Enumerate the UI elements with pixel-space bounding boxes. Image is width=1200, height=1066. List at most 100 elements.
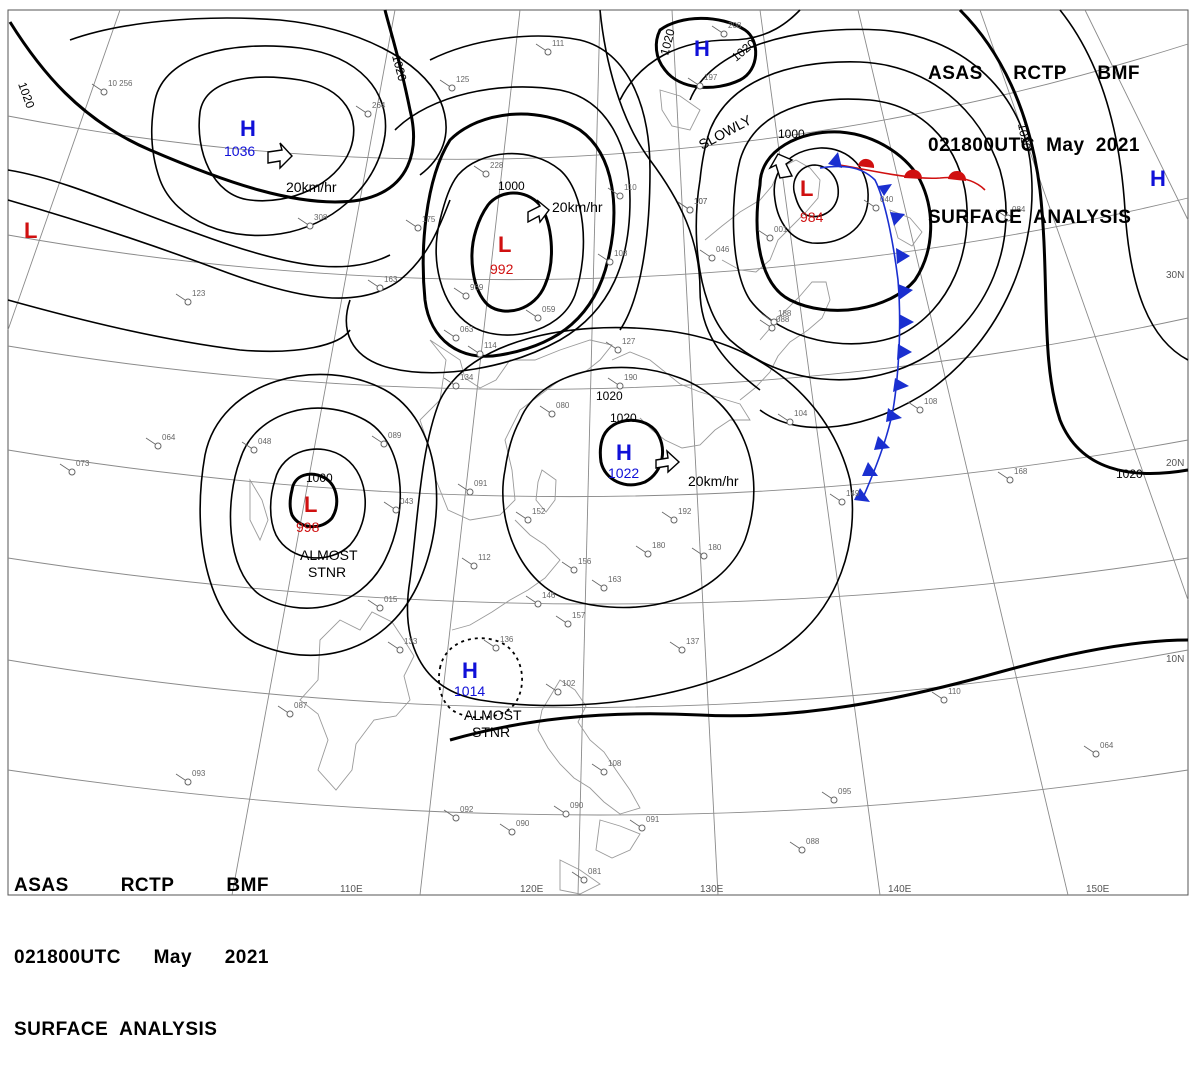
isobars: [7, 8, 1189, 742]
high-center: H: [1150, 166, 1166, 191]
station-circle: [286, 710, 294, 718]
longitude-label: 130E: [700, 884, 724, 895]
station-circle: [1092, 750, 1100, 758]
station-value: 091: [646, 815, 660, 824]
station-value: 136: [500, 635, 514, 644]
svg-text:L: L: [498, 232, 511, 257]
station-circle: [708, 254, 716, 262]
header-month: May: [1046, 135, 1085, 156]
fronts: [819, 152, 986, 502]
station-plot: 095: [821, 787, 852, 804]
station-value: 175: [422, 215, 436, 224]
station-circle: [1004, 214, 1012, 222]
svg-text:1036: 1036: [224, 143, 255, 159]
station-circle: [376, 284, 384, 292]
svg-text:992: 992: [490, 261, 514, 277]
warm-front-semicircle: [948, 170, 967, 181]
station-circle: [686, 206, 694, 214]
station-circle: [466, 488, 474, 496]
isobar-label: 1020: [657, 27, 678, 57]
station-plot: 107: [677, 197, 708, 214]
isobar: [69, 17, 447, 176]
station-value: 264: [372, 101, 386, 110]
station-value: 190: [624, 373, 638, 382]
station-circle: [600, 584, 608, 592]
isobar: [958, 8, 1189, 475]
station-circle: [184, 778, 192, 786]
svg-text:H: H: [462, 658, 478, 683]
isobar: [449, 638, 1189, 742]
station-plot: 208: [711, 21, 742, 38]
station-circle: [452, 334, 460, 342]
longitude-label: 150E: [1086, 884, 1110, 895]
longitude-label: 110E: [340, 884, 363, 895]
low-center: L: [24, 218, 37, 243]
station-circle: [452, 814, 460, 822]
station-plot: 125: [439, 75, 470, 92]
station-circle: [638, 824, 646, 832]
station-circle: [770, 318, 778, 326]
header-code: BMF: [1097, 63, 1140, 84]
station-plot: 133: [387, 637, 418, 654]
station-value: 001: [774, 225, 788, 234]
isobar-label: 1020: [389, 53, 410, 83]
station-circle: [720, 30, 728, 38]
chart-header-top: ASAS RCTP BMF 021800UTC May 2021 SURFACE…: [928, 14, 1140, 254]
station-circle: [562, 810, 570, 818]
isobar: [598, 418, 664, 487]
svg-text:H: H: [694, 36, 710, 61]
station-plot: 090: [553, 801, 584, 818]
station-circle: [364, 110, 372, 118]
graticule: [7, 9, 1189, 896]
header-time: 021800UTC: [14, 947, 121, 968]
isobar: [345, 86, 631, 374]
station-plot: 123: [175, 289, 206, 306]
station-circle: [534, 314, 542, 322]
svg-text:984: 984: [800, 209, 824, 225]
station-plot: 046: [699, 245, 730, 262]
station-plot: 040: [863, 195, 894, 212]
station-value: 127: [622, 337, 636, 346]
station-plot: 088: [759, 315, 790, 332]
chart-header-bottom: ASAS RCTP BMF 021800UTC May 2021 SURFACE…: [14, 826, 269, 1066]
map-frame: [7, 9, 1189, 896]
low-center: L 984: [800, 176, 824, 225]
station-circle: [838, 498, 846, 506]
longitude-label: 140E: [888, 884, 912, 895]
warm-front: [839, 164, 986, 191]
station-plot: 156: [561, 557, 592, 574]
header-month: May: [153, 947, 193, 968]
station-value: 108: [608, 759, 622, 768]
station-circle: [448, 84, 456, 92]
station-plot: 089: [371, 431, 402, 448]
header-agency: ASAS: [14, 875, 69, 896]
station-plot: 108: [597, 249, 628, 266]
station-plot: 081: [571, 867, 602, 884]
station-value: 107: [694, 197, 708, 206]
station-plot: 180: [691, 543, 722, 560]
station-value: 090: [516, 819, 530, 828]
isobar: [654, 16, 758, 89]
isobar-label: 1000: [498, 179, 525, 193]
station-plot: 110: [607, 183, 637, 200]
header-line-2: 021800UTC May 2021: [928, 134, 1140, 158]
station-circle: [786, 418, 794, 426]
station-plot: 264: [355, 101, 386, 118]
station-plot: 091: [457, 479, 488, 496]
station-circle: [766, 234, 774, 242]
station-circle: [564, 620, 572, 628]
isobar: [429, 35, 651, 331]
isobar: [695, 61, 1007, 381]
station-value: 137: [686, 637, 700, 646]
station-plot: 157: [555, 611, 586, 628]
station-plot: 091: [629, 815, 660, 832]
station-circle: [392, 506, 400, 514]
station-plot: 015: [367, 595, 398, 612]
station-circle: [524, 516, 532, 524]
station-circle: [678, 646, 686, 654]
latitude-label: 20N: [1166, 458, 1184, 469]
svg-text:1014: 1014: [454, 683, 485, 699]
station-plot: 308: [297, 213, 328, 230]
station-plot: 093: [175, 769, 206, 786]
station-value: 152: [532, 507, 546, 516]
